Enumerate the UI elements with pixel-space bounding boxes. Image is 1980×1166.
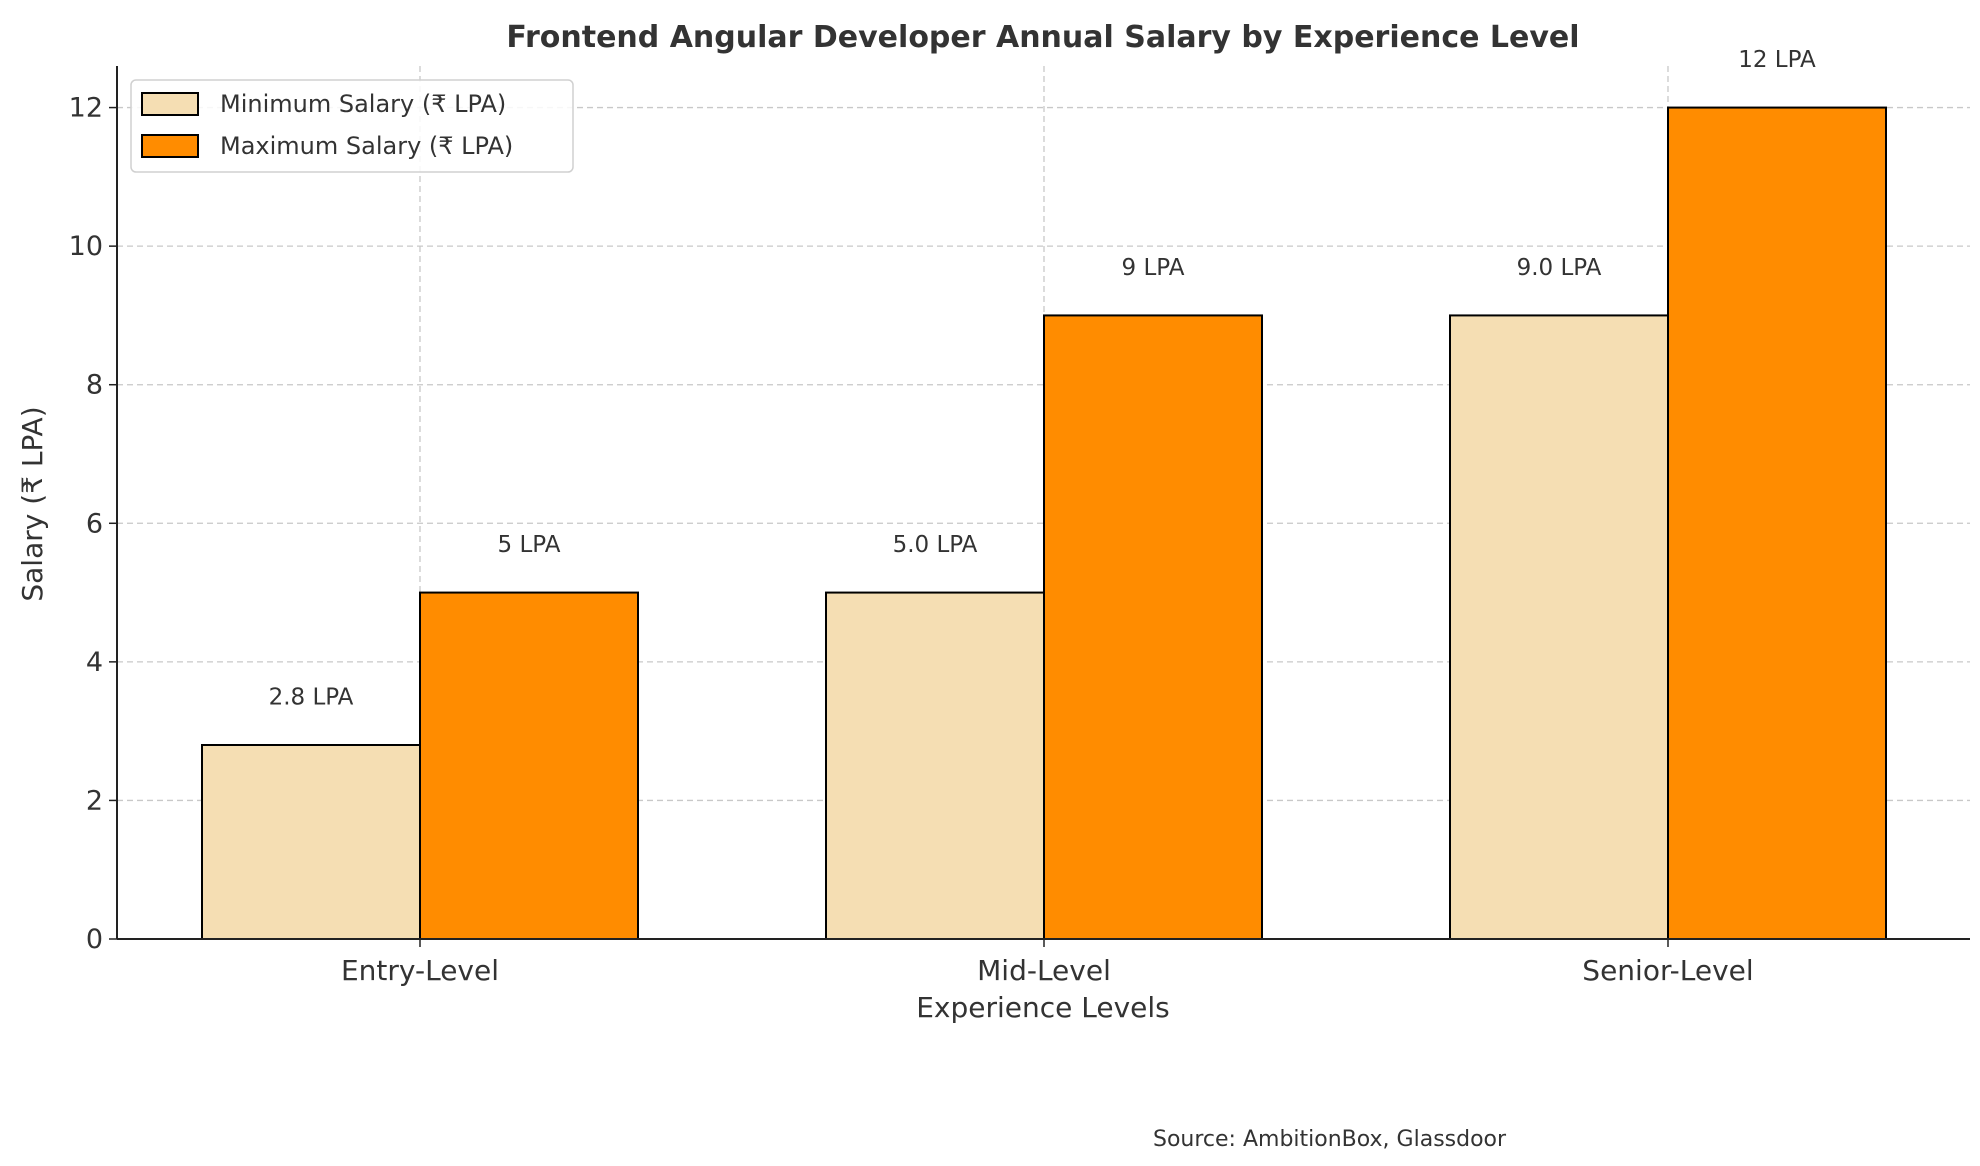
x-tick-label: Entry-Level	[341, 954, 499, 987]
legend: Minimum Salary (₹ LPA) Maximum Salary (₹ …	[130, 79, 574, 173]
data-label: 5.0 LPA	[893, 532, 978, 558]
bar-minimum-entry-level	[201, 744, 421, 940]
y-tick-label: 6	[86, 508, 103, 539]
axes: 0 2 4 6 8 10 12 Entry-Level Mid-Level Senior-Leve…	[69, 66, 1970, 987]
data-label: 2.8 LPA	[269, 685, 354, 711]
y-tick-label: 2	[86, 785, 103, 816]
y-tick-label: 4	[86, 647, 103, 678]
legend-label: Maximum Salary (₹ LPA)	[220, 132, 513, 160]
legend-swatch	[141, 92, 199, 116]
data-label: 9.0 LPA	[1517, 255, 1602, 281]
x-tick-label: Senior-Level	[1582, 954, 1753, 987]
x-axis-label: Experience Levels	[916, 991, 1170, 1024]
source-note: Source: AmbitionBox, Glassdoor	[1153, 1127, 1507, 1152]
x-tick-label: Mid-Level	[977, 954, 1111, 987]
bar-maximum-senior-level	[1667, 106, 1887, 941]
data-label: 12 LPA	[1738, 47, 1816, 73]
bar-maximum-mid-level	[1043, 314, 1263, 940]
y-tick-label: 12	[69, 93, 103, 124]
y-tick-label: 8	[86, 370, 103, 401]
y-tick-label: 10	[69, 231, 103, 262]
data-label: 9 LPA	[1122, 255, 1185, 281]
legend-swatch	[141, 134, 199, 158]
bar-maximum-entry-level	[419, 591, 639, 940]
chart-title: Frontend Angular Developer Annual Salary…	[506, 20, 1579, 55]
bars	[201, 106, 1887, 941]
legend-label: Minimum Salary (₹ LPA)	[220, 90, 506, 118]
bar-minimum-senior-level	[1449, 314, 1669, 940]
y-tick-label: 0	[86, 924, 103, 955]
bar-minimum-mid-level	[825, 591, 1045, 940]
y-axis-label: Salary (₹ LPA)	[16, 406, 49, 601]
legend-box	[130, 79, 574, 173]
data-labels: 2.8 LPA 5.0 LPA 9.0 LPA 5 LPA 9 LPA 12 LPA	[269, 47, 1816, 710]
data-label: 5 LPA	[498, 532, 561, 558]
